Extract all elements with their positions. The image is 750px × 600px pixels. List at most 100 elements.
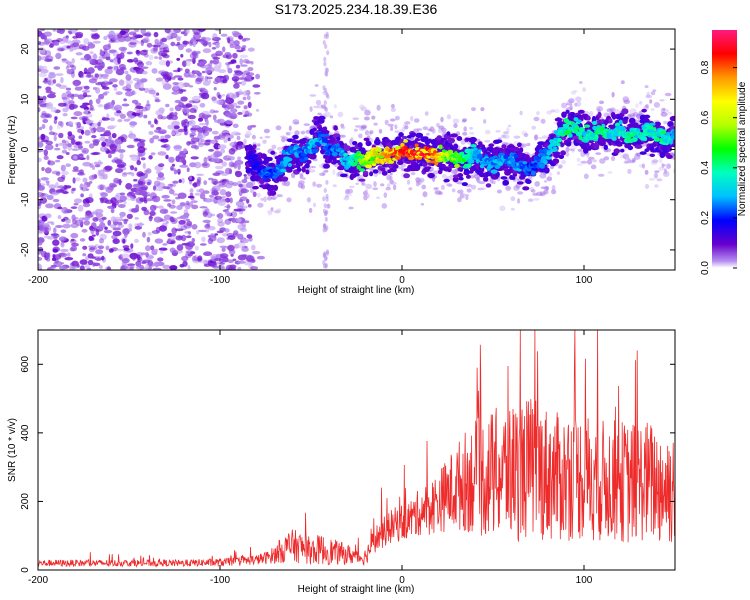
halo-cell [438, 191, 443, 196]
noise-cell [60, 164, 66, 172]
noise-cell [38, 72, 47, 78]
noise-cell [60, 76, 64, 84]
noise-cell [160, 135, 165, 140]
noise-cell [82, 177, 88, 183]
ridge-edge-cell [459, 168, 464, 172]
noise-cell [244, 78, 250, 82]
noise-cell [159, 208, 169, 214]
noise-cell [247, 203, 252, 208]
halo-cell [422, 126, 429, 131]
halo-cell [381, 203, 388, 209]
noise-cell [132, 33, 137, 38]
noise-cell [77, 144, 83, 150]
noise-cell [63, 209, 72, 214]
noise-cell [217, 199, 226, 207]
halo-cell [582, 87, 586, 92]
halo-cell [517, 191, 524, 195]
halo-cell [592, 159, 597, 163]
noise-cell [83, 109, 89, 115]
noise-cell [224, 228, 230, 233]
noise-cell [104, 68, 113, 75]
noise-cell [191, 204, 199, 210]
noise-cell [91, 33, 100, 39]
noise-cell [74, 141, 81, 146]
noise-cell [243, 174, 247, 177]
noise-cell [104, 91, 110, 94]
noise-cell [208, 41, 212, 48]
noise-cell [38, 55, 42, 62]
noise-cell [203, 251, 213, 256]
noise-cell [82, 253, 87, 257]
noise-cell [148, 54, 154, 61]
halo-cell [623, 99, 631, 105]
noise-cell [155, 170, 162, 175]
noise-cell [251, 76, 255, 80]
noise-cell [97, 169, 101, 177]
noise-cell [79, 169, 84, 175]
noise-cell [242, 90, 249, 96]
noise-cell [72, 177, 76, 184]
noise-cell [167, 203, 172, 207]
noise-cell [87, 41, 94, 47]
ridge-edge-cell [572, 135, 580, 141]
halo-cell [332, 184, 337, 188]
noise-cell [72, 219, 78, 225]
noise-cell [112, 230, 122, 237]
noise-cell [204, 127, 211, 131]
noise-cell [94, 174, 97, 179]
ridge-edge-cell [369, 171, 374, 177]
ridge-edge-cell [395, 136, 402, 141]
noise-cell [69, 247, 76, 252]
ridge-cell [563, 123, 570, 129]
ridge-edge-cell [353, 172, 360, 177]
noise-cell [38, 204, 41, 210]
noise-cell [107, 205, 116, 209]
halo-cell [395, 115, 400, 121]
noise-cell [144, 264, 150, 269]
ridge-edge-cell [479, 166, 485, 173]
halo-cell [645, 104, 649, 109]
ridge-edge-cell [519, 147, 524, 153]
ridge-edge-cell [272, 184, 279, 191]
noise-cell [53, 227, 57, 234]
noise-cell [62, 223, 71, 229]
noise-cell [177, 192, 187, 199]
noise-cell [242, 45, 247, 49]
noise-cell [241, 109, 251, 115]
noise-cell [226, 237, 230, 240]
noise-cell [42, 65, 48, 70]
noise-cell [60, 248, 69, 253]
noise-cell [51, 170, 61, 175]
noise-cell [52, 248, 59, 253]
ridge-edge-cell [456, 136, 463, 141]
noise-cell [148, 216, 154, 219]
noise-cell [71, 187, 76, 192]
noise-cell [226, 97, 230, 104]
noise-cell [135, 260, 142, 267]
noise-cell [226, 203, 231, 211]
noise-cell [227, 67, 233, 74]
streak-cell [326, 94, 330, 100]
noise-cell [197, 134, 207, 139]
noise-cell [110, 208, 115, 214]
noise-cell [158, 163, 165, 168]
ridge-cell [253, 166, 257, 171]
noise-cell [122, 245, 130, 249]
halo-cell [419, 177, 425, 183]
noise-cell [218, 69, 227, 74]
noise-cell [75, 219, 84, 226]
halo-cell [404, 121, 411, 125]
halo-cell [365, 193, 370, 199]
noise-cell [100, 192, 108, 198]
noise-cell [213, 87, 217, 91]
ridge-cell [578, 135, 583, 141]
halo-cell [392, 184, 397, 191]
halo-cell [478, 181, 486, 185]
noise-cell [134, 167, 138, 172]
noise-cell [38, 252, 42, 255]
noise-cell [55, 182, 59, 189]
noise-cell [112, 227, 121, 231]
noise-cell [152, 205, 159, 209]
halo-cell [576, 100, 582, 107]
noise-cell [58, 121, 63, 126]
